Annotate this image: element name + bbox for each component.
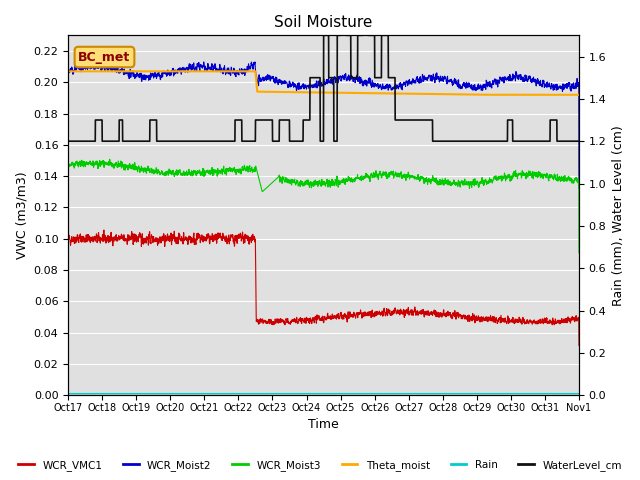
Text: BC_met: BC_met — [78, 50, 131, 63]
Legend: WCR_VMC1, WCR_Moist2, WCR_Moist3, Theta_moist, Rain, WaterLevel_cm: WCR_VMC1, WCR_Moist2, WCR_Moist3, Theta_… — [14, 456, 626, 475]
Title: Soil Moisture: Soil Moisture — [275, 15, 372, 30]
Y-axis label: VWC (m3/m3): VWC (m3/m3) — [15, 171, 28, 259]
Y-axis label: Rain (mm), Water Level (cm): Rain (mm), Water Level (cm) — [612, 125, 625, 306]
X-axis label: Time: Time — [308, 419, 339, 432]
